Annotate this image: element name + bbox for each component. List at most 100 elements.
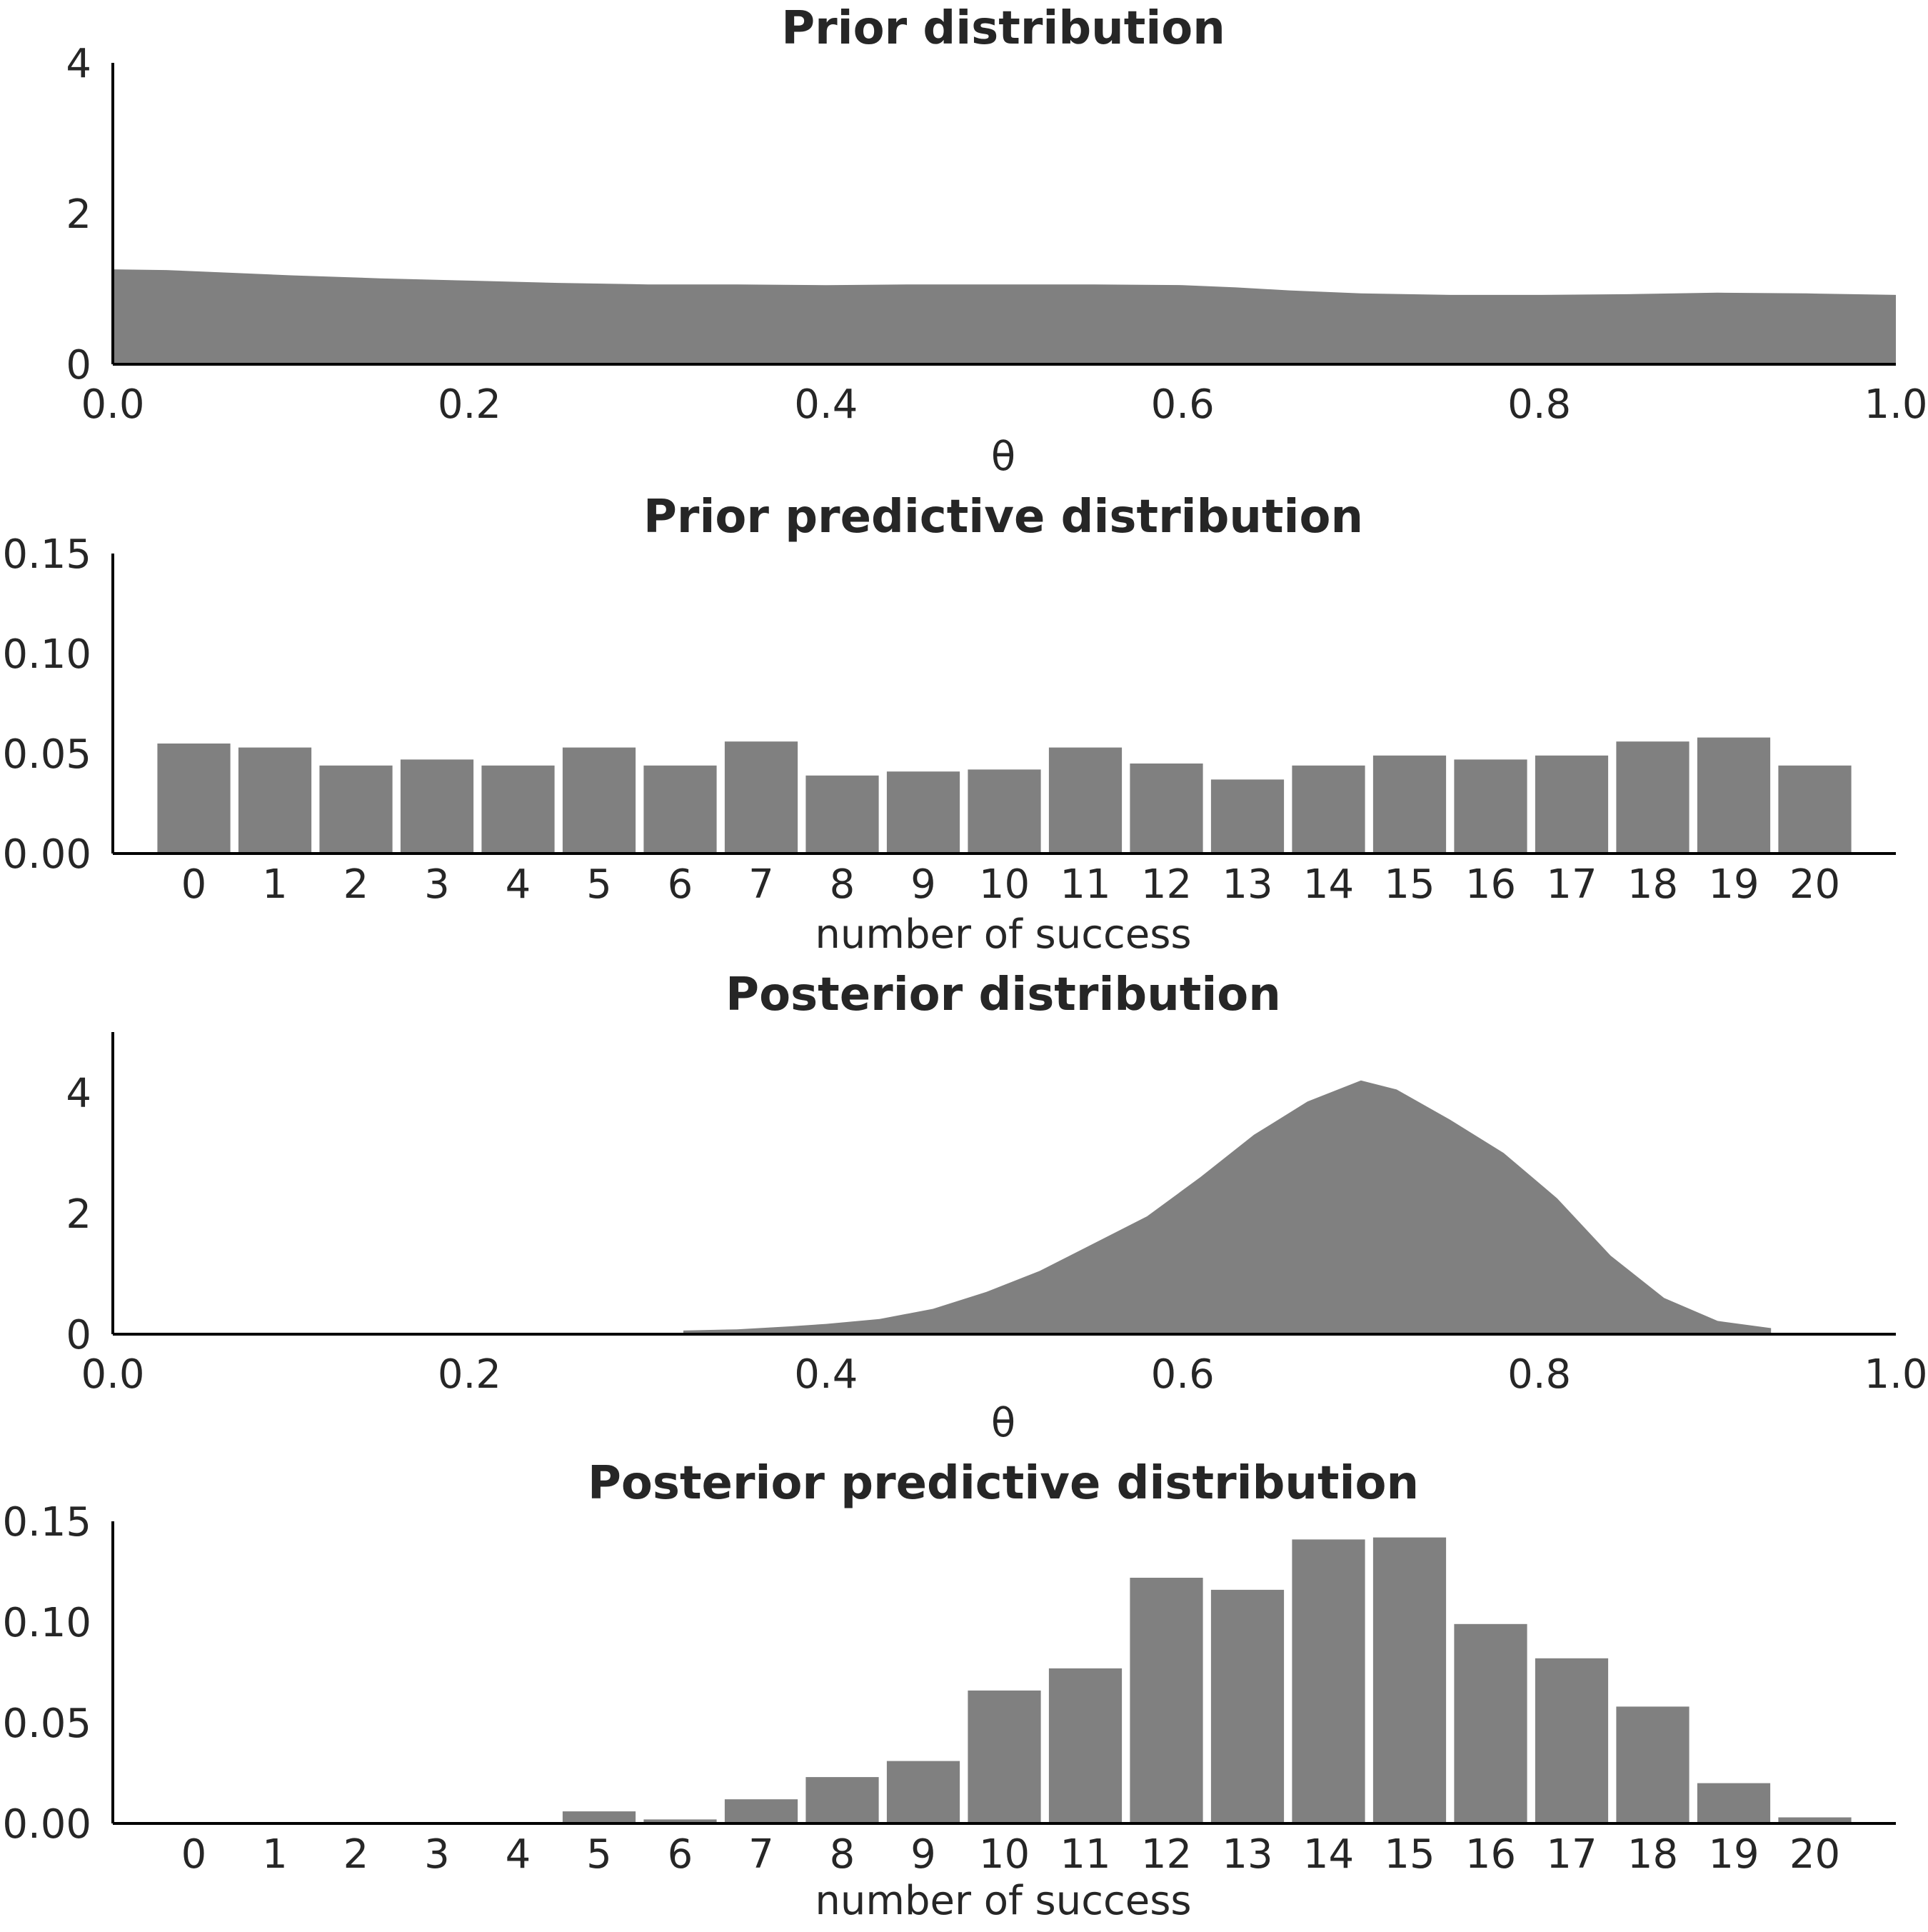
posterior-ytick-label: 0 xyxy=(66,1312,91,1358)
posterior-predictive-xtick-label: 5 xyxy=(586,1831,612,1878)
posterior-predictive-bar-7 xyxy=(724,1799,798,1823)
posterior-predictive-bar-6 xyxy=(643,1819,717,1823)
prior-predictive-bar-14 xyxy=(1292,765,1365,854)
posterior-xtick-label: 0.4 xyxy=(794,1351,858,1398)
prior-xtick-label: 0.4 xyxy=(794,381,858,428)
prior-xlabel: θ xyxy=(991,434,1015,480)
prior-predictive-xtick-label: 11 xyxy=(1060,861,1110,908)
prior-predictive-bar-11 xyxy=(1048,747,1123,854)
prior-predictive-ytick-label: 0.10 xyxy=(2,631,91,678)
posterior-predictive-xtick-label: 14 xyxy=(1303,1831,1354,1878)
prior-predictive-axes: 0.000.050.100.150 1 2 3 4 5 6 7 8 9 10 11 12 13 14 15 16… xyxy=(2,531,1896,908)
prior-predictive-bar-8 xyxy=(805,775,879,854)
prior-xtick-label: 0.2 xyxy=(438,381,501,428)
posterior-predictive-bar-16 xyxy=(1454,1623,1527,1823)
prior-predictive-bar-2 xyxy=(319,765,393,854)
prior-predictive-xtick-label: 8 xyxy=(830,861,855,908)
prior-predictive-bar-17 xyxy=(1535,755,1609,854)
prior-predictive-bar-10 xyxy=(968,769,1041,854)
posterior-predictive-title: Posterior predictive distribution xyxy=(588,1457,1419,1510)
posterior-predictive-xtick-label: 4 xyxy=(506,1831,531,1878)
posterior-density xyxy=(683,1080,1772,1334)
prior-predictive-bar-15 xyxy=(1372,755,1447,854)
prior-predictive-ytick-label: 0.00 xyxy=(2,831,91,878)
prior-predictive-xtick-label: 14 xyxy=(1303,861,1354,908)
prior-xtick-label: 0.6 xyxy=(1151,381,1215,428)
posterior-predictive-bar-13 xyxy=(1210,1589,1285,1823)
posterior-predictive-xtick-label: 12 xyxy=(1141,1831,1192,1878)
posterior-predictive-xtick-label: 7 xyxy=(748,1831,774,1878)
prior-predictive-xtick-label: 2 xyxy=(343,861,369,908)
posterior-predictive-bar-5 xyxy=(562,1811,636,1823)
posterior-predictive-bar-9 xyxy=(886,1761,960,1823)
posterior-predictive-bar-18 xyxy=(1616,1706,1689,1823)
posterior-predictive-ytick-label: 0.10 xyxy=(2,1600,91,1646)
posterior-xlabel: θ xyxy=(991,1400,1015,1446)
prior-predictive-xtick-label: 17 xyxy=(1546,861,1597,908)
prior-panel: Prior distribution 0 2 4 0.0 0.2 0.4 0.6 0.8 1.0… xyxy=(66,2,1927,480)
posterior-predictive-xtick-label: 3 xyxy=(424,1831,450,1878)
prior-xtick-label: 0.8 xyxy=(1507,381,1571,428)
posterior-xtick-label: 1.0 xyxy=(1864,1351,1927,1398)
prior-predictive-xtick-label: 13 xyxy=(1222,861,1272,908)
prior-predictive-bar-6 xyxy=(643,765,717,854)
posterior-predictive-xtick-label: 9 xyxy=(910,1831,936,1878)
posterior-predictive-xtick-label: 13 xyxy=(1222,1831,1272,1878)
posterior-predictive-xlabel: number of success xyxy=(815,1878,1191,1924)
posterior-predictive-xtick-label: 2 xyxy=(343,1831,369,1878)
posterior-predictive-bar-19 xyxy=(1697,1783,1771,1823)
prior-predictive-panel: Prior predictive distribution 0.00 0.05 0.… xyxy=(2,491,1896,958)
prior-predictive-bar-16 xyxy=(1454,759,1527,854)
posterior-xtick-label: 0.2 xyxy=(438,1351,501,1398)
posterior-predictive-bar-17 xyxy=(1535,1658,1609,1823)
prior-predictive-xtick-label: 19 xyxy=(1708,861,1759,908)
posterior-predictive-xtick-label: 20 xyxy=(1789,1831,1840,1878)
prior-xtick-label: 0.0 xyxy=(81,381,144,428)
posterior-predictive-xtick-label: 18 xyxy=(1627,1831,1678,1878)
prior-ytick-label: 0 xyxy=(66,342,91,389)
posterior-predictive-xtick-label: 8 xyxy=(830,1831,855,1878)
posterior-predictive-xtick-label: 11 xyxy=(1060,1831,1110,1878)
posterior-predictive-bar-14 xyxy=(1292,1539,1365,1823)
prior-predictive-ytick-label: 0.05 xyxy=(2,731,91,778)
prior-predictive-xtick-label: 9 xyxy=(910,861,936,908)
posterior-predictive-bar-11 xyxy=(1048,1668,1123,1823)
posterior-predictive-bar-12 xyxy=(1130,1578,1203,1823)
prior-predictive-xtick-label: 10 xyxy=(979,861,1030,908)
posterior-axes: 0 2 4 0.0 0.2 0.4 0.6 0.8 1.0 xyxy=(66,1032,1928,1398)
posterior-predictive-panel: Posterior predictive distribution 0.00 0.… xyxy=(2,1457,1896,1924)
prior-predictive-xtick-label: 5 xyxy=(586,861,612,908)
prior-predictive-xtick-label: 20 xyxy=(1789,861,1840,908)
prior-predictive-xtick-label: 4 xyxy=(506,861,531,908)
prior-xtick-label: 1.0 xyxy=(1864,381,1927,428)
posterior-predictive-ytick-label: 0.15 xyxy=(2,1499,91,1546)
posterior-predictive-bar-20 xyxy=(1778,1817,1852,1823)
prior-density xyxy=(113,269,1896,364)
prior-area xyxy=(113,269,1896,364)
prior-predictive-bar-19 xyxy=(1697,737,1771,854)
prior-predictive-bar-7 xyxy=(724,741,798,854)
prior-axes: 0 2 4 0.0 0.2 0.4 0.6 0.8 1.0 xyxy=(66,41,1927,428)
posterior-area xyxy=(683,1080,1772,1334)
posterior-predictive-xtick-label: 16 xyxy=(1465,1831,1516,1878)
posterior-predictive-bar-8 xyxy=(805,1777,879,1823)
prior-predictive-bar-9 xyxy=(886,771,960,854)
prior-predictive-bar-0 xyxy=(157,744,231,854)
posterior-predictive-bar-10 xyxy=(968,1690,1041,1823)
posterior-predictive-xtick-label: 19 xyxy=(1708,1831,1759,1878)
prior-predictive-xtick-label: 6 xyxy=(668,861,693,908)
prior-predictive-bar-1 xyxy=(238,747,312,854)
prior-predictive-xtick-label: 7 xyxy=(748,861,774,908)
posterior-predictive-xtick-label: 10 xyxy=(979,1831,1030,1878)
prior-predictive-bar-5 xyxy=(562,747,636,854)
prior-predictive-xtick-label: 0 xyxy=(181,861,207,908)
posterior-predictive-ytick-label: 0.00 xyxy=(2,1801,91,1848)
prior-predictive-bars xyxy=(157,737,1852,854)
prior-predictive-bar-4 xyxy=(481,765,555,854)
prior-predictive-xtick-label: 18 xyxy=(1627,861,1678,908)
prior-predictive-bar-20 xyxy=(1778,765,1852,854)
posterior-panel: Posterior distribution 0 2 4 0.0 0.2 0.4 0.6 0.… xyxy=(66,968,1927,1446)
prior-predictive-xtick-label: 3 xyxy=(424,861,450,908)
posterior-xtick-label: 0.0 xyxy=(81,1351,144,1398)
